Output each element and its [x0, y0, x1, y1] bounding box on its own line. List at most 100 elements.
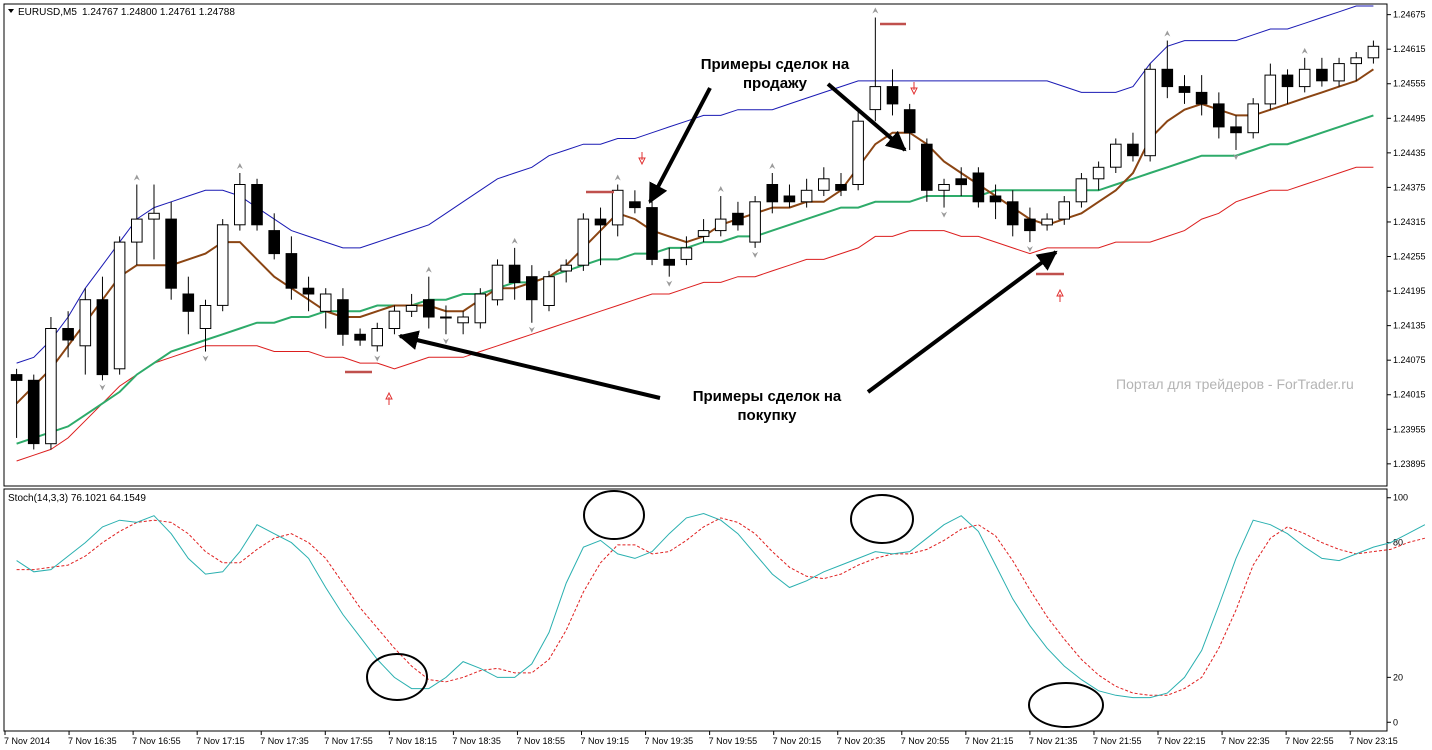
candle — [148, 184, 160, 260]
buy-label-line2: покупку — [738, 407, 798, 424]
time-tick-label: 7 Nov 22:55 — [1285, 736, 1334, 746]
candle — [1298, 57, 1311, 93]
fractal-down-marker — [1026, 246, 1033, 253]
candle — [1041, 213, 1053, 231]
candle — [921, 138, 933, 202]
sell-label-line1: Примеры сделок на — [701, 56, 850, 73]
candle — [371, 322, 383, 352]
time-tick-label: 7 Nov 20:15 — [773, 736, 822, 746]
buy-signal-arrow — [1056, 288, 1064, 302]
fractal-down-marker — [1233, 153, 1240, 160]
candle — [749, 196, 761, 248]
time-tick-label: 7 Nov 20:55 — [901, 736, 950, 746]
candle — [199, 299, 212, 352]
candle — [62, 311, 74, 358]
fractal-down-marker — [528, 326, 535, 333]
fractal-up-marker — [425, 266, 432, 273]
candle — [1092, 161, 1105, 191]
candle — [903, 103, 916, 150]
time-tick-label: 7 Nov 17:15 — [196, 736, 245, 746]
candle — [800, 178, 813, 208]
stoch-oversold-circle — [1028, 682, 1104, 728]
buy-callout-arrow — [398, 330, 661, 400]
candle — [79, 288, 92, 375]
price-tick-label: 1.24555 — [1393, 79, 1426, 89]
candle — [886, 69, 899, 116]
candle — [1006, 190, 1019, 237]
candle — [10, 368, 23, 438]
stoch-tick-label: 100 — [1393, 493, 1408, 503]
sell-callout-arrow — [826, 82, 907, 152]
candle — [955, 167, 968, 197]
time-tick-label: 7 Nov 23:15 — [1349, 736, 1398, 746]
candle — [216, 219, 229, 312]
buy-signal-arrow — [385, 391, 393, 405]
candle — [611, 184, 624, 237]
price-tick-label: 1.24315 — [1393, 217, 1426, 227]
candle — [783, 184, 796, 208]
fractal-up-marker — [133, 174, 140, 181]
fractal-up-marker — [1164, 30, 1171, 37]
time-axis: 7 Nov 2014 7 Nov 16:35 7 Nov 16:55 7 Nov 17… — [4, 731, 1398, 746]
candle — [1213, 92, 1225, 139]
candle — [646, 201, 658, 266]
candle — [1264, 63, 1277, 110]
price-tick-label: 1.24015 — [1393, 390, 1426, 400]
watermark: Портал для трейдеров - ForTrader.ru — [1116, 376, 1354, 392]
sell-label-line2: продажу — [743, 75, 808, 92]
candle — [354, 328, 366, 346]
time-tick-label: 7 Nov 19:15 — [581, 736, 630, 746]
candle — [526, 265, 538, 323]
candle — [165, 201, 177, 300]
candle — [1075, 173, 1088, 208]
fractal-up-marker — [769, 163, 776, 170]
candle — [1230, 115, 1242, 150]
buy-callout-arrow — [866, 250, 1058, 394]
candle — [1195, 75, 1208, 116]
candle — [1316, 57, 1328, 87]
candle — [835, 173, 847, 197]
candle — [319, 288, 332, 329]
price-tick-label: 1.24255 — [1393, 252, 1426, 262]
candle — [972, 167, 985, 208]
candle — [457, 311, 469, 335]
time-tick-label: 7 Nov 20:35 — [837, 736, 886, 746]
fractal-down-marker — [941, 211, 948, 218]
candle — [732, 201, 744, 231]
fractal-markers — [99, 7, 1308, 391]
time-tick-label: 7 Nov 18:35 — [452, 736, 501, 746]
time-tick-label: 7 Nov 21:55 — [1093, 736, 1142, 746]
stoch-pane[interactable] — [3, 488, 1388, 732]
time-tick-label: 7 Nov 17:35 — [260, 736, 309, 746]
candle — [1161, 40, 1174, 99]
candle — [474, 288, 487, 329]
candle — [869, 17, 882, 122]
sell-signal-arrow — [638, 152, 646, 166]
time-tick-label: 7 Nov 2014 — [4, 736, 50, 746]
stoch-overbought-circle — [583, 490, 645, 540]
time-tick-label: 7 Nov 19:55 — [709, 736, 758, 746]
fractal-up-marker — [717, 186, 724, 193]
buy-label-line1: Примеры сделок на — [693, 388, 842, 405]
price-tick-label: 1.23955 — [1393, 424, 1426, 434]
ohlc-readout: 1.24767 1.24800 1.24761 1.24788 — [82, 7, 235, 18]
candle — [560, 259, 573, 283]
candle — [594, 207, 607, 266]
stoch-signal-line — [16, 517, 1426, 696]
level-markers — [345, 22, 1064, 374]
candle — [508, 247, 521, 300]
candle — [96, 276, 109, 381]
candle — [440, 305, 452, 335]
candle — [989, 184, 1002, 220]
time-tick-label: 7 Nov 19:35 — [645, 736, 694, 746]
candle — [251, 178, 263, 231]
candle — [113, 236, 126, 375]
candle — [818, 167, 830, 197]
candles — [10, 17, 1380, 450]
symbol-menu-icon[interactable] — [8, 9, 14, 13]
fractal-up-marker — [1301, 47, 1308, 54]
candle — [1333, 57, 1345, 87]
candle — [285, 236, 298, 300]
candle — [1367, 40, 1380, 64]
